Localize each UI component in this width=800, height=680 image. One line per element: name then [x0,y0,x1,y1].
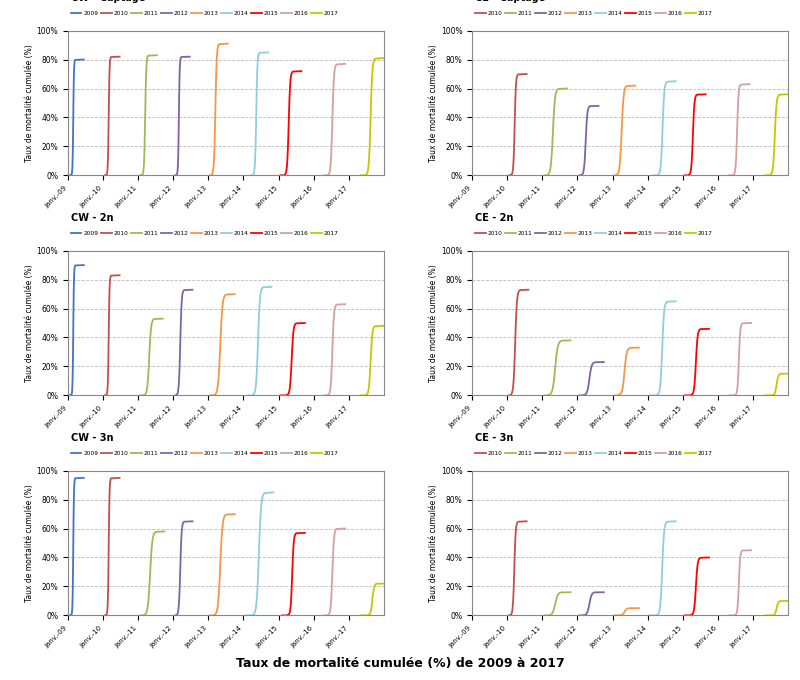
Legend: 2009, 2010, 2011, 2012, 2013, 2014, 2015, 2016, 2017: 2009, 2010, 2011, 2012, 2013, 2014, 2015… [71,11,338,16]
Y-axis label: Taux de mortalité cumulée (%): Taux de mortalité cumulée (%) [429,44,438,162]
Text: CW - 2n: CW - 2n [71,213,114,223]
Text: CE - 3n: CE - 3n [475,433,514,443]
Legend: 2009, 2010, 2011, 2012, 2013, 2014, 2015, 2016, 2017: 2009, 2010, 2011, 2012, 2013, 2014, 2015… [71,231,338,236]
Text: Taux de mortalité cumulée (%) de 2009 à 2017: Taux de mortalité cumulée (%) de 2009 à … [236,656,564,670]
Y-axis label: Taux de mortalité cumulée (%): Taux de mortalité cumulée (%) [25,484,34,602]
Y-axis label: Taux de mortalité cumulée (%): Taux de mortalité cumulée (%) [25,264,34,382]
Legend: 2010, 2011, 2012, 2013, 2014, 2015, 2016, 2017: 2010, 2011, 2012, 2013, 2014, 2015, 2016… [475,451,712,456]
Text: CE - 2n: CE - 2n [475,213,514,223]
Legend: 2010, 2011, 2012, 2013, 2014, 2015, 2016, 2017: 2010, 2011, 2012, 2013, 2014, 2015, 2016… [475,231,712,236]
Legend: 2010, 2011, 2012, 2013, 2014, 2015, 2016, 2017: 2010, 2011, 2012, 2013, 2014, 2015, 2016… [475,11,712,16]
Y-axis label: Taux de mortalité cumulée (%): Taux de mortalité cumulée (%) [429,484,438,602]
Text: CW - Captage: CW - Captage [71,0,146,3]
Legend: 2009, 2010, 2011, 2012, 2013, 2014, 2015, 2016, 2017: 2009, 2010, 2011, 2012, 2013, 2014, 2015… [71,451,338,456]
Text: CW - 3n: CW - 3n [71,433,114,443]
Text: CE - Captage: CE - Captage [475,0,546,3]
Y-axis label: Taux de mortalité cumulée (%): Taux de mortalité cumulée (%) [25,44,34,162]
Y-axis label: Taux de mortalité cumulée (%): Taux de mortalité cumulée (%) [429,264,438,382]
